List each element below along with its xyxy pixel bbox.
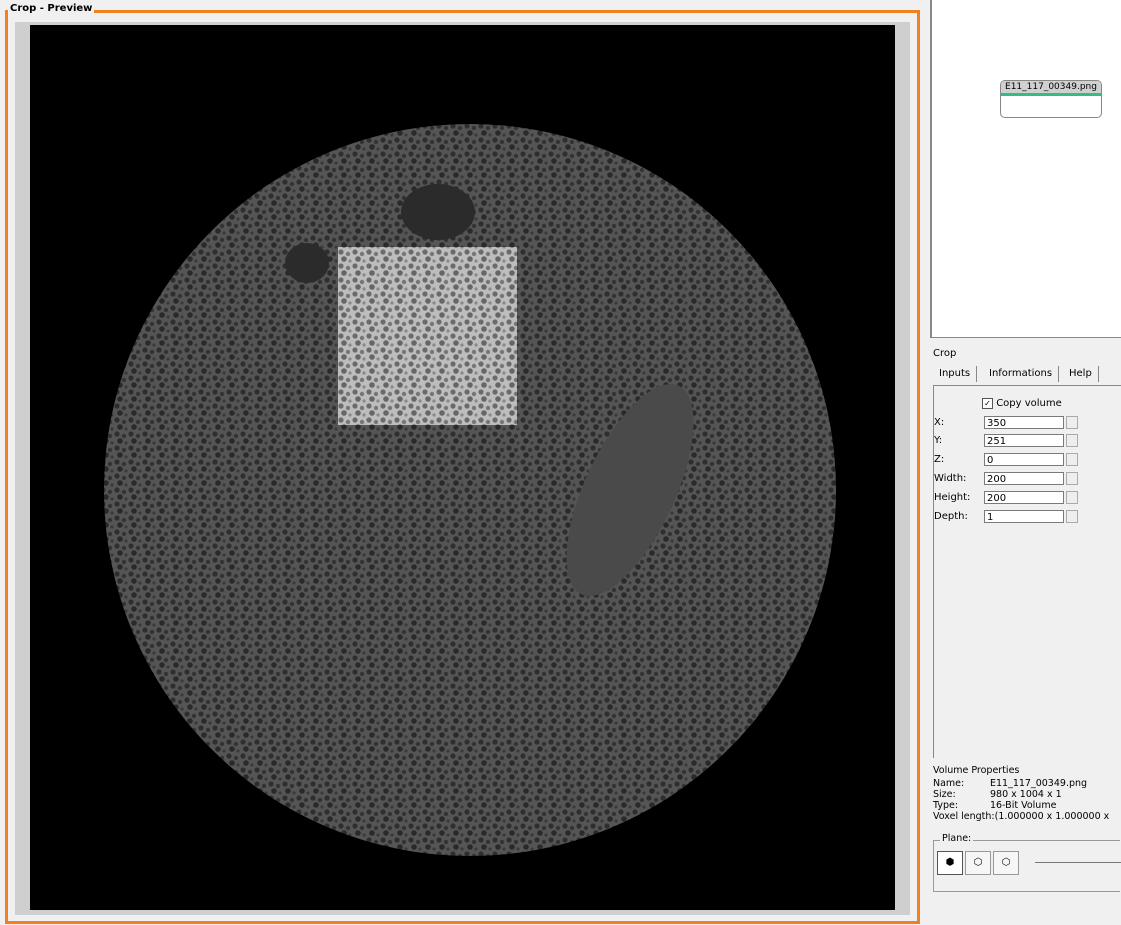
preview-title: Crop - Preview [8,3,94,14]
vp-label: Voxel length: [933,811,995,822]
graph-view [930,0,1121,338]
vp-value: E11_117_00349.png [990,778,1087,789]
field-input[interactable]: 350 [984,416,1064,429]
graph-node[interactable]: E11_117_00349.png [1000,80,1102,118]
field-label: Z: [934,454,944,465]
plane-button[interactable]: ⬡ [965,851,991,875]
field-label: Y: [934,435,942,446]
crop-title: Crop [933,348,956,359]
tab[interactable]: Informations [983,366,1059,382]
field-input[interactable]: 200 [984,472,1064,485]
node-label: E11_117_00349.png [1001,81,1101,93]
plane-button[interactable]: ⬢ [937,851,963,875]
plane-slider[interactable] [1035,862,1121,863]
vp-label: Type: [933,800,958,811]
vp-label: Name: [933,778,964,789]
preview-image [30,25,895,910]
tab[interactable]: Inputs [933,366,977,382]
field-input[interactable]: 1 [984,510,1064,523]
tab-bar: Inputs Informations Help [933,366,1121,384]
plane-button[interactable]: ⬡ [993,851,1019,875]
vp-value: 980 x 1004 x 1 [990,789,1062,800]
field-input[interactable]: 251 [984,434,1064,447]
copy-volume-label: Copy volume [996,398,1062,409]
app: Crop - Preview E11_117_00349.png Crop In… [0,0,1121,925]
vp-label: Size: [933,789,956,800]
plane-label: Plane: [940,833,973,844]
field-label: X: [934,417,944,428]
field-label: Height: [934,492,970,503]
vp-value: (1.000000 x 1.000000 x [995,811,1110,822]
copy-volume[interactable]: ✓ Copy volume [982,398,1062,409]
field-label: Depth: [934,511,968,522]
vp-title: Volume Properties [933,765,1019,776]
field-input[interactable]: 200 [984,491,1064,504]
field-label: Width: [934,473,966,484]
inputs-panel: ✓ Copy volume X:350 Y:251 Z:0 Width:200 … [933,385,1121,758]
tab[interactable]: Help [1063,366,1099,382]
vp-value: 16-Bit Volume [990,800,1056,811]
field-input[interactable]: 0 [984,453,1064,466]
